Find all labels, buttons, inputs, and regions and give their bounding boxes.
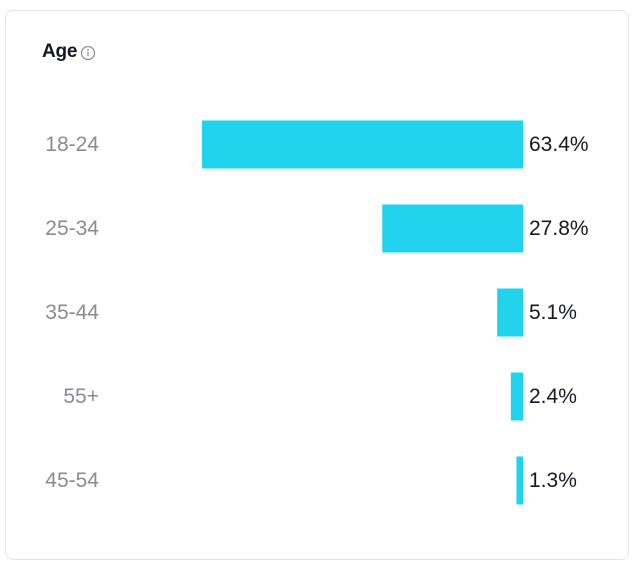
- category-label: 35-44: [45, 301, 99, 324]
- age-card: Age: [5, 10, 629, 560]
- value-label: 2.4%: [529, 385, 577, 408]
- category-label: 45-54: [45, 469, 99, 492]
- value-label: 1.3%: [529, 469, 577, 492]
- card-title: Age: [42, 41, 78, 62]
- category-label: 55+: [63, 385, 99, 408]
- bar[interactable]: [202, 120, 523, 169]
- bar[interactable]: [497, 288, 523, 337]
- bar[interactable]: [516, 456, 523, 505]
- category-label: 25-34: [45, 217, 99, 240]
- value-label: 63.4%: [529, 133, 589, 156]
- bar[interactable]: [510, 372, 523, 421]
- bar[interactable]: [382, 204, 523, 253]
- category-label: 18-24: [45, 133, 99, 156]
- value-label: 5.1%: [529, 301, 577, 324]
- card-header: Age: [42, 39, 96, 65]
- value-label: 27.8%: [529, 217, 589, 240]
- info-icon[interactable]: [80, 45, 96, 61]
